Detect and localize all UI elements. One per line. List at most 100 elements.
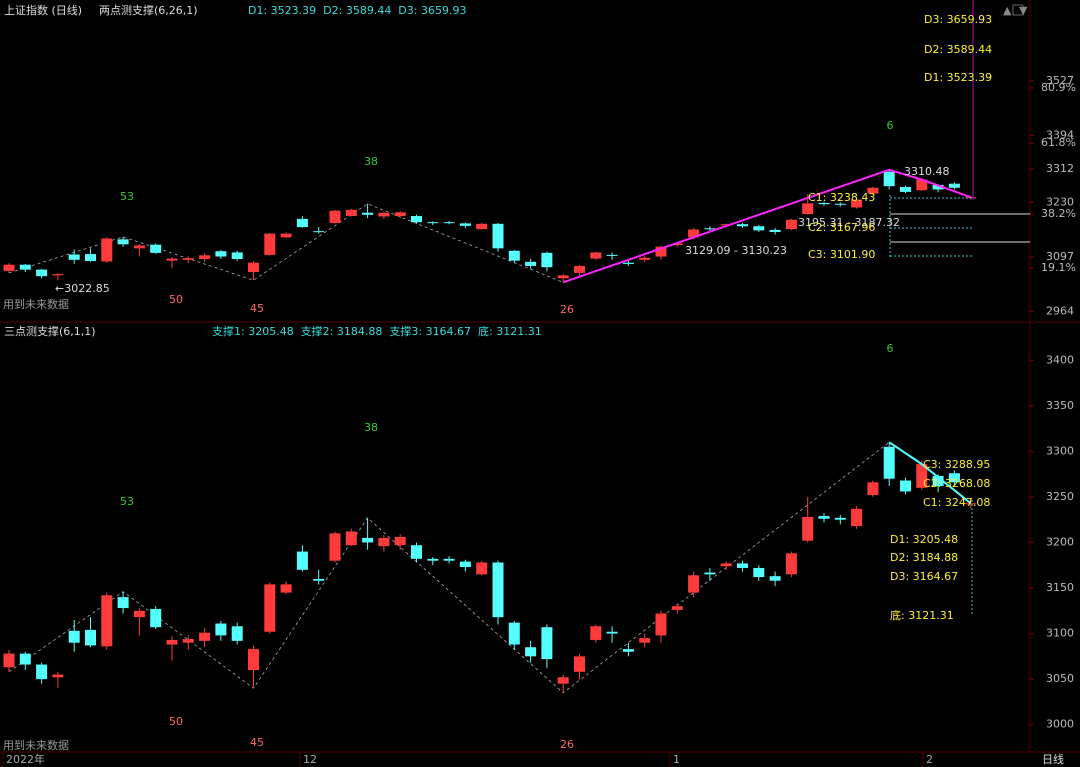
zigzag-count: 6	[887, 119, 894, 132]
candle-body	[411, 545, 422, 559]
candle-body	[19, 264, 31, 270]
candle-body	[459, 223, 471, 226]
candle-body	[802, 516, 814, 541]
candle-body	[362, 212, 374, 215]
annotation: 3129.09 - 3130.23	[685, 244, 787, 257]
candle-body	[867, 187, 879, 194]
indicator-values: D1: 3523.39 D2: 3589.44 D3: 3659.93	[248, 4, 466, 17]
candle-body	[362, 537, 374, 543]
candle-body	[932, 184, 944, 190]
y-tick-label: 3100	[1046, 627, 1074, 640]
candle-body	[948, 473, 960, 483]
collapse-icon[interactable]	[1012, 4, 1024, 16]
candle-body	[427, 558, 439, 561]
candle-body	[655, 613, 667, 636]
candle-body	[948, 183, 960, 188]
candle-body	[182, 258, 194, 260]
y-tick-label: 3250	[1046, 490, 1074, 503]
candle-body	[394, 537, 406, 546]
candle-body	[737, 224, 748, 227]
candle-body	[785, 553, 797, 575]
annotation: D2: 3589.44	[924, 43, 992, 56]
candle-body	[590, 626, 602, 640]
candle-body	[248, 649, 259, 671]
candle-body	[459, 561, 471, 568]
level-label: 80.9%	[1041, 81, 1076, 94]
candle-body	[68, 630, 80, 643]
candle-body	[704, 572, 716, 575]
candle-body	[52, 674, 64, 678]
x-tick-label: 1	[673, 753, 680, 766]
zigzag-count: 38	[364, 155, 378, 168]
zigzag-count: 45	[250, 302, 264, 315]
candle-body	[606, 254, 618, 256]
candle-body	[557, 275, 569, 279]
candle-body	[378, 537, 390, 547]
level-label: 19.1%	[1041, 261, 1076, 274]
candle-body	[769, 229, 781, 232]
candle-body	[329, 533, 341, 561]
candle-body	[671, 606, 683, 610]
candle-body	[101, 238, 113, 262]
annotation: C2: 3268.08	[923, 477, 990, 490]
candle-body	[394, 212, 406, 217]
candle-body	[753, 567, 765, 578]
candle-body	[867, 482, 879, 496]
trend-line	[888, 441, 972, 505]
candle-body	[85, 629, 96, 646]
zigzag-count: 26	[560, 738, 574, 751]
candle-body	[622, 649, 634, 652]
candle-body	[443, 222, 455, 224]
y-tick-label: 3400	[1046, 353, 1074, 366]
candle-body	[427, 222, 439, 224]
candle-body	[851, 508, 863, 527]
candle-body	[688, 575, 700, 593]
annotation: C2: 3167.96	[808, 221, 875, 234]
candle-body	[133, 610, 145, 618]
indicator-values: 支撑1: 3205.48 支撑2: 3184.88 支撑3: 3164.67 底…	[212, 324, 542, 338]
candle-body	[345, 531, 357, 546]
candle-body	[753, 226, 765, 231]
candle-body	[117, 597, 129, 609]
indicator-name: 两点测支撑(6,26,1)	[99, 3, 198, 17]
x-tick-label: 2022年	[6, 752, 45, 766]
candle-body	[671, 243, 683, 246]
candle-body	[851, 199, 863, 208]
candle-body	[541, 627, 553, 660]
candle-body	[492, 223, 504, 249]
annotation: 底: 3121.31	[890, 608, 954, 622]
candle-body	[720, 224, 732, 226]
y-tick-label: 3097	[1046, 250, 1074, 263]
candle-body	[182, 639, 194, 643]
x-tick-label: 12	[303, 753, 317, 766]
candle-body	[965, 503, 977, 505]
candle-body	[231, 252, 243, 259]
candle-body	[443, 558, 455, 561]
candle-body	[737, 563, 748, 568]
candle-body	[36, 269, 48, 277]
up-icon[interactable]: ▲	[1003, 4, 1012, 17]
annotation: C1: 3238.43	[808, 191, 875, 204]
candle-body	[3, 264, 15, 271]
y-tick-label: 2964	[1046, 304, 1074, 317]
candle-body	[574, 265, 585, 273]
y-tick-label: 3527	[1046, 74, 1074, 87]
annotation: D1: 3523.39	[924, 71, 992, 84]
annotation: ←3022.85	[55, 282, 110, 295]
candle-body	[574, 656, 585, 672]
candle-body	[590, 252, 602, 259]
zigzag-count: 50	[169, 715, 183, 728]
period-label: 日线	[1042, 752, 1064, 766]
candle-body	[720, 563, 732, 567]
zigzag-count: 26	[560, 303, 574, 316]
candle-body	[313, 231, 325, 233]
candle-body	[150, 244, 162, 253]
down-icon[interactable]: ▼	[1019, 4, 1028, 17]
candle-body	[622, 262, 634, 264]
candle-body	[264, 584, 276, 632]
y-tick-label: 3394	[1046, 128, 1074, 141]
candle-body	[166, 639, 178, 645]
annotation: D1: 3205.48	[890, 533, 958, 546]
candle-body	[916, 464, 928, 488]
